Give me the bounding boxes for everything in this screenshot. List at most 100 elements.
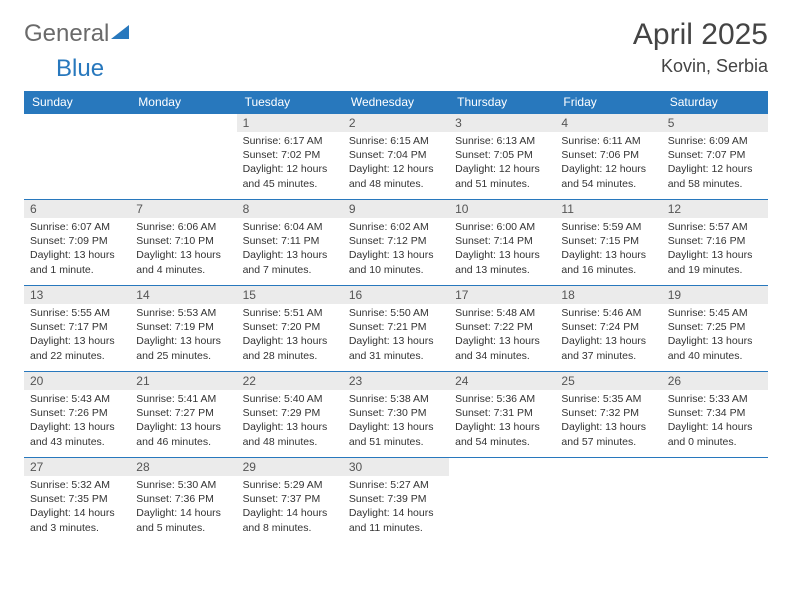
day-number: 11 (555, 200, 661, 218)
day-number: 10 (449, 200, 555, 218)
day-details: Sunrise: 6:13 AMSunset: 7:05 PMDaylight:… (449, 132, 555, 195)
day-details: Sunrise: 5:53 AMSunset: 7:19 PMDaylight:… (130, 304, 236, 367)
weekday-header: Thursday (449, 91, 555, 114)
calendar-day-cell: 3Sunrise: 6:13 AMSunset: 7:05 PMDaylight… (449, 114, 555, 200)
day-number: 24 (449, 372, 555, 390)
calendar-day-cell: 24Sunrise: 5:36 AMSunset: 7:31 PMDayligh… (449, 372, 555, 458)
day-number: 25 (555, 372, 661, 390)
day-number: 8 (237, 200, 343, 218)
logo: General (24, 20, 133, 48)
calendar-day-cell: 11Sunrise: 5:59 AMSunset: 7:15 PMDayligh… (555, 200, 661, 286)
calendar-day-cell: 13Sunrise: 5:55 AMSunset: 7:17 PMDayligh… (24, 286, 130, 372)
calendar-day-cell: 28Sunrise: 5:30 AMSunset: 7:36 PMDayligh… (130, 458, 236, 544)
calendar-day-cell: 14Sunrise: 5:53 AMSunset: 7:19 PMDayligh… (130, 286, 236, 372)
day-details: Sunrise: 6:17 AMSunset: 7:02 PMDaylight:… (237, 132, 343, 195)
day-details: Sunrise: 5:45 AMSunset: 7:25 PMDaylight:… (662, 304, 768, 367)
calendar-day-cell: 12Sunrise: 5:57 AMSunset: 7:16 PMDayligh… (662, 200, 768, 286)
calendar-week-row: 20Sunrise: 5:43 AMSunset: 7:26 PMDayligh… (24, 372, 768, 458)
calendar-week-row: 27Sunrise: 5:32 AMSunset: 7:35 PMDayligh… (24, 458, 768, 544)
logo-text-2-wrap: Blue (56, 55, 792, 83)
day-number: 20 (24, 372, 130, 390)
calendar-day-cell: 27Sunrise: 5:32 AMSunset: 7:35 PMDayligh… (24, 458, 130, 544)
calendar-empty-cell (449, 458, 555, 544)
day-details: Sunrise: 5:50 AMSunset: 7:21 PMDaylight:… (343, 304, 449, 367)
day-details: Sunrise: 5:36 AMSunset: 7:31 PMDaylight:… (449, 390, 555, 453)
day-details: Sunrise: 6:09 AMSunset: 7:07 PMDaylight:… (662, 132, 768, 195)
day-number: 16 (343, 286, 449, 304)
day-details: Sunrise: 5:40 AMSunset: 7:29 PMDaylight:… (237, 390, 343, 453)
day-number: 7 (130, 200, 236, 218)
calendar-empty-cell (662, 458, 768, 544)
logo-text-2: Blue (56, 55, 104, 82)
day-details: Sunrise: 5:27 AMSunset: 7:39 PMDaylight:… (343, 476, 449, 539)
logo-text-1: General (24, 20, 109, 48)
calendar-day-cell: 9Sunrise: 6:02 AMSunset: 7:12 PMDaylight… (343, 200, 449, 286)
weekday-header: Tuesday (237, 91, 343, 114)
calendar-week-row: 6Sunrise: 6:07 AMSunset: 7:09 PMDaylight… (24, 200, 768, 286)
day-number: 27 (24, 458, 130, 476)
day-details: Sunrise: 5:32 AMSunset: 7:35 PMDaylight:… (24, 476, 130, 539)
day-number: 23 (343, 372, 449, 390)
calendar-empty-cell (555, 458, 661, 544)
day-number: 21 (130, 372, 236, 390)
calendar-day-cell: 29Sunrise: 5:29 AMSunset: 7:37 PMDayligh… (237, 458, 343, 544)
day-details: Sunrise: 5:41 AMSunset: 7:27 PMDaylight:… (130, 390, 236, 453)
calendar-body: 1Sunrise: 6:17 AMSunset: 7:02 PMDaylight… (24, 114, 768, 544)
weekday-header: Wednesday (343, 91, 449, 114)
calendar-day-cell: 20Sunrise: 5:43 AMSunset: 7:26 PMDayligh… (24, 372, 130, 458)
day-details: Sunrise: 6:15 AMSunset: 7:04 PMDaylight:… (343, 132, 449, 195)
calendar-day-cell: 8Sunrise: 6:04 AMSunset: 7:11 PMDaylight… (237, 200, 343, 286)
day-details: Sunrise: 5:51 AMSunset: 7:20 PMDaylight:… (237, 304, 343, 367)
calendar-day-cell: 1Sunrise: 6:17 AMSunset: 7:02 PMDaylight… (237, 114, 343, 200)
day-number: 15 (237, 286, 343, 304)
day-number: 2 (343, 114, 449, 132)
day-details: Sunrise: 5:43 AMSunset: 7:26 PMDaylight:… (24, 390, 130, 453)
day-number: 5 (662, 114, 768, 132)
day-details: Sunrise: 5:55 AMSunset: 7:17 PMDaylight:… (24, 304, 130, 367)
day-number: 4 (555, 114, 661, 132)
weekday-header: Friday (555, 91, 661, 114)
day-details: Sunrise: 5:33 AMSunset: 7:34 PMDaylight:… (662, 390, 768, 453)
calendar-week-row: 1Sunrise: 6:17 AMSunset: 7:02 PMDaylight… (24, 114, 768, 200)
calendar-day-cell: 10Sunrise: 6:00 AMSunset: 7:14 PMDayligh… (449, 200, 555, 286)
logo-triangle-icon (111, 20, 133, 48)
day-number: 17 (449, 286, 555, 304)
day-details: Sunrise: 6:06 AMSunset: 7:10 PMDaylight:… (130, 218, 236, 281)
day-details: Sunrise: 5:29 AMSunset: 7:37 PMDaylight:… (237, 476, 343, 539)
calendar-day-cell: 30Sunrise: 5:27 AMSunset: 7:39 PMDayligh… (343, 458, 449, 544)
day-number: 26 (662, 372, 768, 390)
page: General April 2025 Kovin, Serbia Blue Su… (0, 0, 792, 564)
calendar-week-row: 13Sunrise: 5:55 AMSunset: 7:17 PMDayligh… (24, 286, 768, 372)
day-details: Sunrise: 5:59 AMSunset: 7:15 PMDaylight:… (555, 218, 661, 281)
calendar-day-cell: 21Sunrise: 5:41 AMSunset: 7:27 PMDayligh… (130, 372, 236, 458)
calendar-empty-cell (24, 114, 130, 200)
calendar-day-cell: 15Sunrise: 5:51 AMSunset: 7:20 PMDayligh… (237, 286, 343, 372)
calendar-day-cell: 18Sunrise: 5:46 AMSunset: 7:24 PMDayligh… (555, 286, 661, 372)
day-number: 6 (24, 200, 130, 218)
calendar-day-cell: 4Sunrise: 6:11 AMSunset: 7:06 PMDaylight… (555, 114, 661, 200)
weekday-header: Monday (130, 91, 236, 114)
day-details: Sunrise: 5:46 AMSunset: 7:24 PMDaylight:… (555, 304, 661, 367)
day-details: Sunrise: 6:00 AMSunset: 7:14 PMDaylight:… (449, 218, 555, 281)
day-number: 29 (237, 458, 343, 476)
day-details: Sunrise: 6:07 AMSunset: 7:09 PMDaylight:… (24, 218, 130, 281)
weekday-header: Sunday (24, 91, 130, 114)
day-number: 18 (555, 286, 661, 304)
day-number: 1 (237, 114, 343, 132)
calendar-day-cell: 26Sunrise: 5:33 AMSunset: 7:34 PMDayligh… (662, 372, 768, 458)
day-number: 9 (343, 200, 449, 218)
day-number: 22 (237, 372, 343, 390)
day-number: 13 (24, 286, 130, 304)
day-number: 28 (130, 458, 236, 476)
calendar-empty-cell (130, 114, 236, 200)
calendar-day-cell: 19Sunrise: 5:45 AMSunset: 7:25 PMDayligh… (662, 286, 768, 372)
day-details: Sunrise: 6:02 AMSunset: 7:12 PMDaylight:… (343, 218, 449, 281)
day-details: Sunrise: 5:30 AMSunset: 7:36 PMDaylight:… (130, 476, 236, 539)
calendar-day-cell: 17Sunrise: 5:48 AMSunset: 7:22 PMDayligh… (449, 286, 555, 372)
calendar-day-cell: 2Sunrise: 6:15 AMSunset: 7:04 PMDaylight… (343, 114, 449, 200)
calendar-day-cell: 23Sunrise: 5:38 AMSunset: 7:30 PMDayligh… (343, 372, 449, 458)
weekday-header: Saturday (662, 91, 768, 114)
day-details: Sunrise: 6:04 AMSunset: 7:11 PMDaylight:… (237, 218, 343, 281)
day-number: 19 (662, 286, 768, 304)
page-title: April 2025 (633, 20, 768, 50)
